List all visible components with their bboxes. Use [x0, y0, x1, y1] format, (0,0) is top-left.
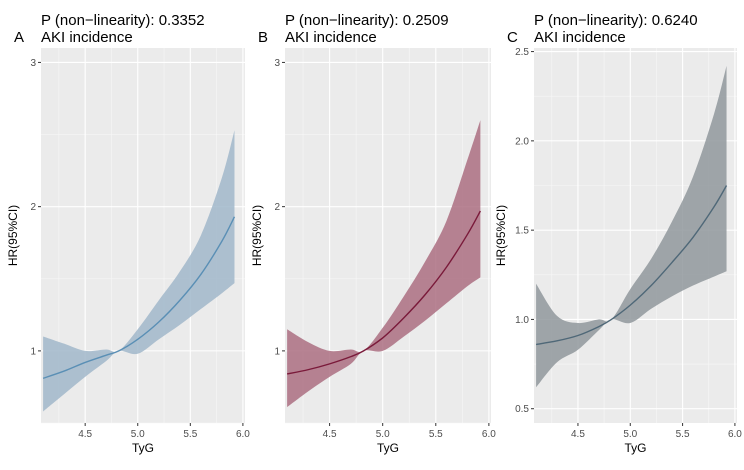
x-tick-label: 4.5 [571, 429, 585, 440]
y-tick-label: 1 [274, 346, 280, 357]
y-tick-label: 0.5 [515, 404, 529, 415]
y-tick-label: 3 [30, 58, 36, 69]
chart-title-pvalue: P (non−linearity): 0.2509 [285, 12, 449, 29]
ci-ribbon [287, 120, 481, 408]
y-axis-label: HR(95%CI) [6, 205, 20, 266]
y-tick-label: 1.5 [515, 226, 529, 237]
chart-title-outcome: AKI incidence [285, 29, 377, 46]
x-tick-label: 5.0 [623, 429, 637, 440]
x-tick-label: 4.5 [323, 429, 337, 440]
x-tick-label: 5.0 [376, 429, 390, 440]
panel-letter: B [258, 29, 268, 46]
x-tick-label: 5.5 [429, 429, 443, 440]
y-tick-label: 2 [274, 202, 280, 213]
x-axis-label: TyG [132, 441, 154, 455]
y-tick-label: 2.5 [515, 47, 529, 58]
x-axis-label: TyG [624, 441, 646, 455]
ci-ribbon [43, 130, 235, 412]
y-tick-label: 2.0 [515, 136, 529, 147]
ci-ribbon [536, 65, 727, 388]
y-axis-label: HR(95%CI) [250, 205, 264, 266]
panel-letter: C [507, 29, 518, 46]
x-tick-label: 4.5 [78, 429, 92, 440]
x-tick-label: 5.0 [131, 429, 145, 440]
y-tick-label: 3 [274, 58, 280, 69]
hr-line [286, 210, 481, 375]
chart-title-pvalue: P (non−linearity): 0.6240 [534, 12, 698, 29]
chart-title-outcome: AKI incidence [534, 29, 626, 46]
x-tick-label: 6.0 [728, 429, 742, 440]
y-tick-label: 2 [30, 202, 36, 213]
panel-letter: A [14, 29, 24, 46]
x-axis-label: TyG [377, 441, 399, 455]
y-axis-label: HR(95%CI) [494, 205, 508, 266]
y-tick-label: 1 [30, 346, 36, 357]
y-tick-label: 1.0 [515, 315, 529, 326]
hr-line [42, 216, 236, 379]
chart-title-outcome: AKI incidence [41, 29, 133, 46]
chart-title-pvalue: P (non−linearity): 0.3352 [41, 12, 205, 29]
x-tick-label: 6.0 [482, 429, 496, 440]
x-tick-label: 5.5 [183, 429, 197, 440]
hr-line [535, 185, 728, 346]
x-tick-label: 5.5 [676, 429, 690, 440]
x-tick-label: 6.0 [236, 429, 250, 440]
